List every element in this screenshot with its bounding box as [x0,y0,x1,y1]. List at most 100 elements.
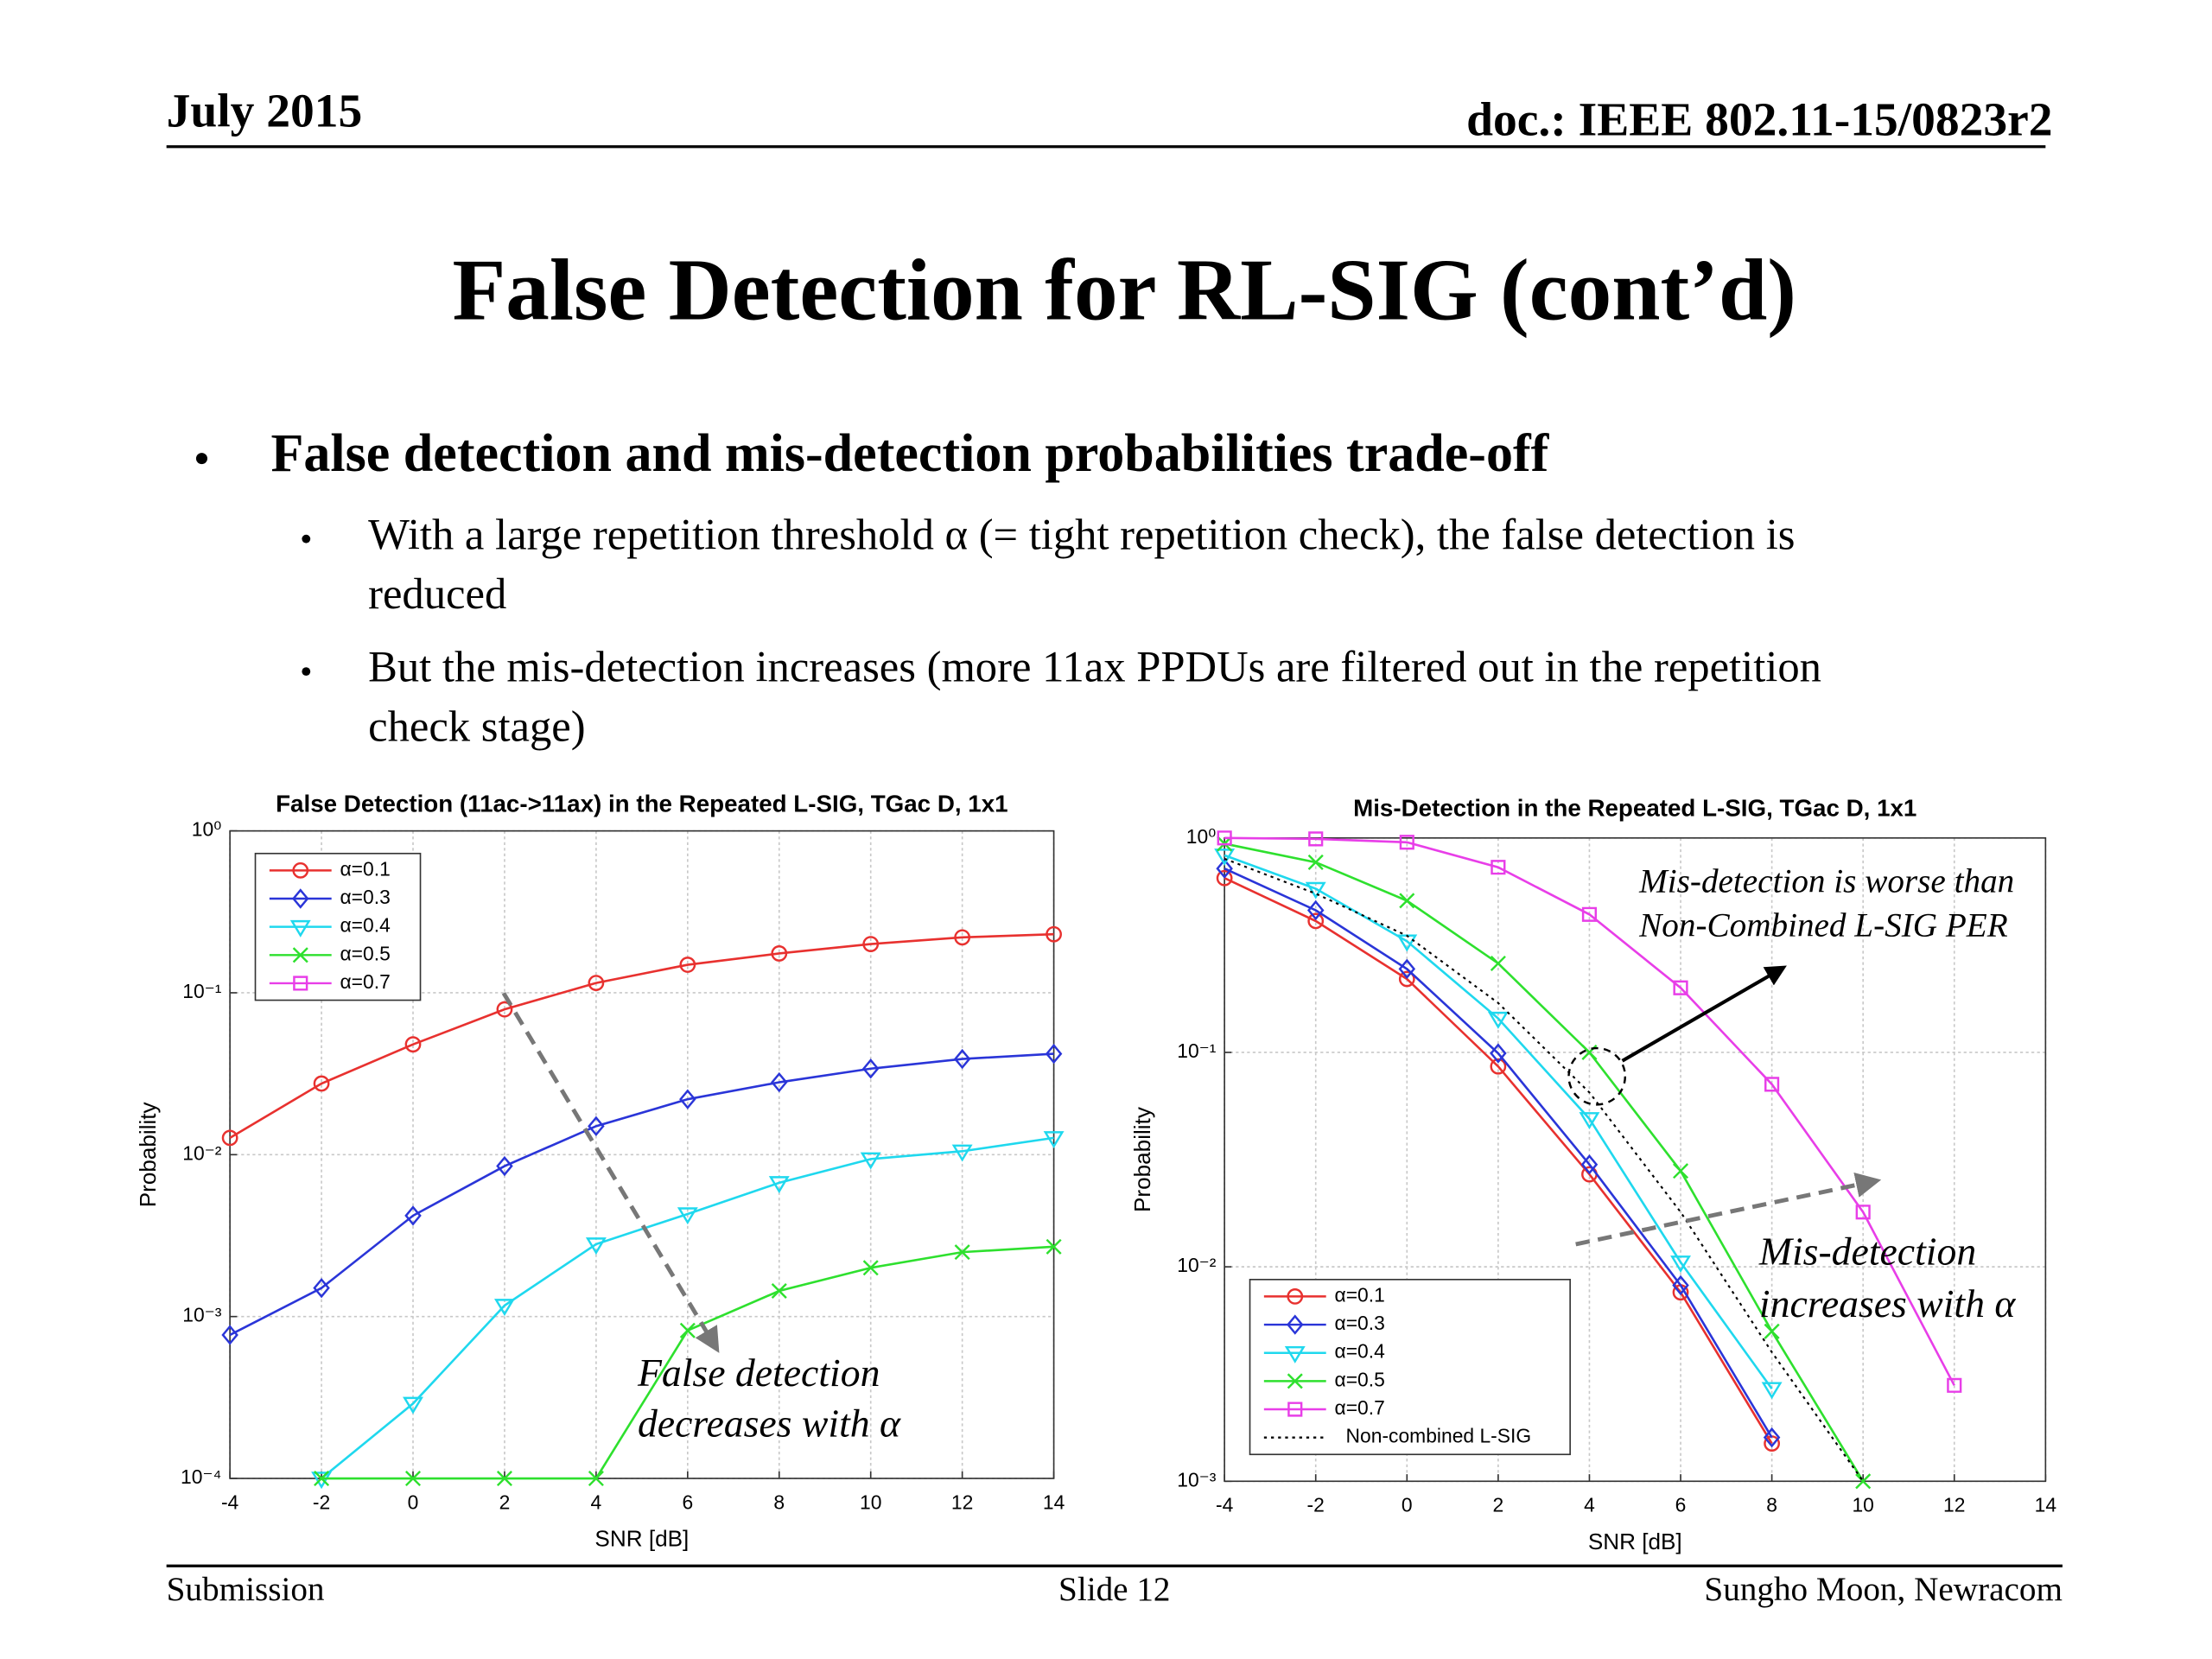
legend-label: Non-combined L-SIG [1346,1425,1532,1447]
data-point [1217,830,1232,846]
legend-marker [1287,1373,1303,1389]
x-tick-label: 4 [591,1491,602,1513]
legend-marker [1287,1314,1304,1335]
y-tick-label: 10⁻³ [1177,1468,1216,1491]
data-point [588,975,605,991]
data-point [1487,1011,1509,1029]
chart-title: False Detection (11ac->11ax) in the Repe… [276,791,1007,817]
data-point [1764,1077,1780,1092]
bullet [195,453,207,465]
legend-label: α=0.4 [340,914,391,937]
data-point [1491,860,1506,875]
legend-label: α=0.1 [1334,1283,1384,1306]
legend-box [1249,1279,1571,1456]
data-point [496,1001,513,1018]
x-axis-label: SNR [dB] [1588,1529,1682,1554]
plot-frame [1224,836,2047,1483]
data-point [1490,955,1506,972]
x-tick-label: 0 [408,1491,419,1513]
data-point [1763,1427,1781,1448]
data-point [1764,1435,1781,1452]
series-line [1224,836,1955,1386]
annotation: increases with α [1759,1281,2017,1325]
legend-marker [289,919,311,938]
x-tick-label: 14 [1043,1491,1065,1513]
data-point [1672,1274,1689,1296]
annotation: Non-Combined L-SIG PER [1638,906,2008,944]
data-point [862,1260,879,1276]
data-point [860,1152,881,1170]
sub-bullet-text: But the mis-detection increases (more 11… [368,643,1821,691]
x-tick-label: 8 [773,1491,785,1513]
data-point [221,1129,238,1147]
legend-marker [292,862,309,879]
x-tick-label: 8 [1766,1494,1777,1516]
data-point [1490,1043,1507,1064]
x-tick-label: 12 [1943,1494,1965,1516]
data-point [953,1048,971,1070]
data-point [862,936,880,952]
data-point [403,1396,423,1414]
data-point [1216,858,1233,879]
data-point [1305,881,1326,899]
x-tick-label: 2 [499,1491,511,1513]
data-point [588,1470,604,1487]
data-point [771,1282,787,1300]
data-point [496,1470,512,1487]
data-point [1579,1112,1600,1130]
data-point [954,929,971,946]
sub-bullet-text: With a large repetition threshold α (= t… [368,510,1795,558]
data-point [1947,1377,1962,1393]
data-point [1043,1131,1065,1149]
sub-bullet [302,534,311,543]
series-line [1224,868,1773,1439]
data-point [313,1277,330,1299]
y-tick-label: 10⁻⁴ [181,1465,221,1488]
x-tick-label: 6 [682,1491,693,1513]
data-point [1214,849,1236,867]
x-tick-label: 10 [860,1491,881,1513]
data-point [1399,835,1414,850]
legend-marker [1287,1402,1303,1417]
data-point [1046,925,1062,943]
y-axis-label: Probability [1129,1107,1155,1212]
data-point [221,1325,238,1345]
data-point [1672,1284,1689,1301]
x-tick-label: 14 [2035,1494,2057,1516]
series-line [1224,842,1865,1482]
footer-center: Slide 12 [1058,1571,1171,1608]
arrow [1575,1173,1882,1247]
data-point [1673,980,1688,995]
arrow [1621,965,1787,1063]
arrow [501,992,720,1353]
annotation: False detection [637,1351,880,1395]
legend-label: α=0.5 [1334,1368,1384,1390]
data-point [679,1322,696,1338]
y-tick-label: 10⁻² [182,1141,221,1164]
annotation: Mis-detection [1758,1230,1976,1274]
x-tick-label: 4 [1584,1494,1595,1516]
data-point [1670,1255,1691,1274]
data-point [1399,893,1415,909]
footer-left: Submission [167,1571,325,1608]
bullet-text: False detection and mis-detection probab… [270,424,1549,483]
legend-label: α=0.3 [340,886,390,908]
series-line [1224,854,1773,1390]
x-tick-label: -2 [1307,1494,1325,1516]
x-tick-label: 6 [1675,1494,1687,1516]
data-point [1306,899,1325,921]
legend-label: α=0.5 [340,942,390,964]
data-point [585,1237,607,1255]
y-tick-label: 10⁻¹ [182,980,221,1002]
data-point [771,945,788,962]
series-line [321,1136,1054,1480]
data-point [1855,1473,1872,1490]
data-point [679,957,696,973]
data-point [771,1071,788,1093]
data-point [1672,1163,1689,1179]
data-point [1490,1058,1507,1075]
legend-label: α=0.4 [1334,1340,1385,1363]
legend-marker [1284,1345,1306,1363]
